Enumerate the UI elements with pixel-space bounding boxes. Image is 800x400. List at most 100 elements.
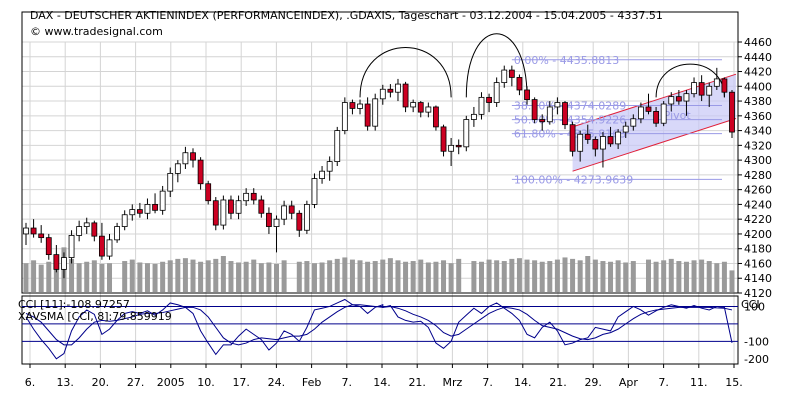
volume-bar <box>220 256 226 292</box>
candle-up <box>129 209 136 216</box>
volume-bar <box>380 259 386 292</box>
candle-up <box>83 222 90 227</box>
y-tick-label: 4340 <box>744 125 772 138</box>
x-tick-label: 7. <box>482 376 493 389</box>
candle-down <box>516 77 523 91</box>
volume-bar <box>251 259 257 292</box>
cci-tick-label: -200 <box>744 353 769 366</box>
candle-down <box>584 133 591 140</box>
candle-up <box>159 190 166 211</box>
x-tick-label: 21. <box>549 376 567 389</box>
x-tick-label: 6. <box>25 376 36 389</box>
volume-bar <box>31 260 37 292</box>
candle-up <box>121 214 128 227</box>
volume-bar <box>152 263 158 292</box>
left-shoulder-arc <box>359 47 452 98</box>
volume-bar <box>471 261 477 292</box>
volume-bar <box>190 259 196 292</box>
candle-up <box>235 200 242 214</box>
volume-bar <box>137 262 143 292</box>
volume-bar <box>236 262 242 292</box>
volume-bars <box>23 247 735 292</box>
candle-down <box>99 235 105 257</box>
candle-up <box>220 199 227 226</box>
y-tick-label: 4300 <box>744 154 772 167</box>
candle-down <box>433 106 439 128</box>
x-tick-label: 14. <box>514 376 532 389</box>
volume-bar <box>46 261 52 292</box>
volume-bar <box>524 259 530 292</box>
candle-down <box>197 159 204 185</box>
head-arc <box>465 33 528 98</box>
y-tick-label: 4160 <box>744 257 772 270</box>
volume-bar <box>706 261 712 292</box>
volume-bar <box>274 263 280 292</box>
volume-bar <box>342 257 348 292</box>
volume-bar <box>425 262 431 292</box>
volume-bar <box>258 263 264 292</box>
volume-bar <box>395 260 401 292</box>
cci-line <box>25 298 733 360</box>
volume-bar <box>516 258 522 292</box>
candle-down <box>53 254 60 270</box>
candle-down <box>729 91 735 133</box>
cci-frame <box>21 295 739 365</box>
x-tick-label: 7. <box>658 376 669 389</box>
volume-bar <box>721 261 727 292</box>
candle-up <box>167 173 174 192</box>
candle-down <box>486 96 492 103</box>
candle-up <box>76 226 83 236</box>
volume-bar <box>53 257 59 292</box>
volume-bar <box>387 258 393 292</box>
candle-down <box>38 233 45 239</box>
candle-up <box>357 103 363 109</box>
volume-bar <box>661 260 667 292</box>
volume-bar <box>84 261 90 292</box>
candle-down <box>402 83 409 108</box>
candle-down <box>524 89 530 100</box>
x-tick-label: 29. <box>584 376 602 389</box>
volume-bar <box>714 263 720 292</box>
volume-bar <box>403 261 409 292</box>
candle-up <box>622 125 629 133</box>
price-frame <box>21 11 739 294</box>
candle-down <box>258 199 265 214</box>
candle-down <box>645 106 652 112</box>
candle-down <box>675 96 682 102</box>
axes: 4120414041604180420042204240426042804300… <box>21 11 772 389</box>
volume-bar <box>205 260 211 292</box>
candle-up <box>630 118 637 127</box>
candle-down <box>45 237 52 256</box>
volume-bar <box>676 261 682 292</box>
candle-up <box>303 204 310 231</box>
y-tick-label: 4140 <box>744 272 772 285</box>
volume-bar <box>608 261 614 292</box>
pivot-label: Pivot <box>664 109 692 122</box>
volume-bar <box>448 263 454 292</box>
y-tick-label: 4200 <box>744 228 772 241</box>
volume-bar <box>228 261 234 292</box>
candle-down <box>440 126 447 152</box>
volume-bar <box>23 263 29 292</box>
volume-bar <box>122 261 128 292</box>
volume-bar <box>699 259 705 292</box>
volume-bar <box>144 263 150 292</box>
volume-bar <box>501 261 507 292</box>
candle-down <box>417 102 424 113</box>
candle-down <box>250 192 257 201</box>
x-tick-label: 10. <box>197 376 215 389</box>
candle-down <box>30 227 37 235</box>
volume-bar <box>69 258 75 292</box>
y-tick-label: 4400 <box>744 80 772 93</box>
volume-bar <box>213 258 219 292</box>
volume-bar <box>547 261 553 292</box>
y-tick-label: 4120 <box>744 287 772 300</box>
y-tick-label: 4280 <box>744 169 772 182</box>
candle-up <box>410 102 417 108</box>
candle-down <box>228 199 234 214</box>
volume-bar <box>668 258 674 292</box>
candle-down <box>653 110 659 124</box>
candle-down <box>91 222 98 237</box>
candle-down <box>698 82 705 96</box>
x-tick-label: 2005 <box>157 376 185 389</box>
